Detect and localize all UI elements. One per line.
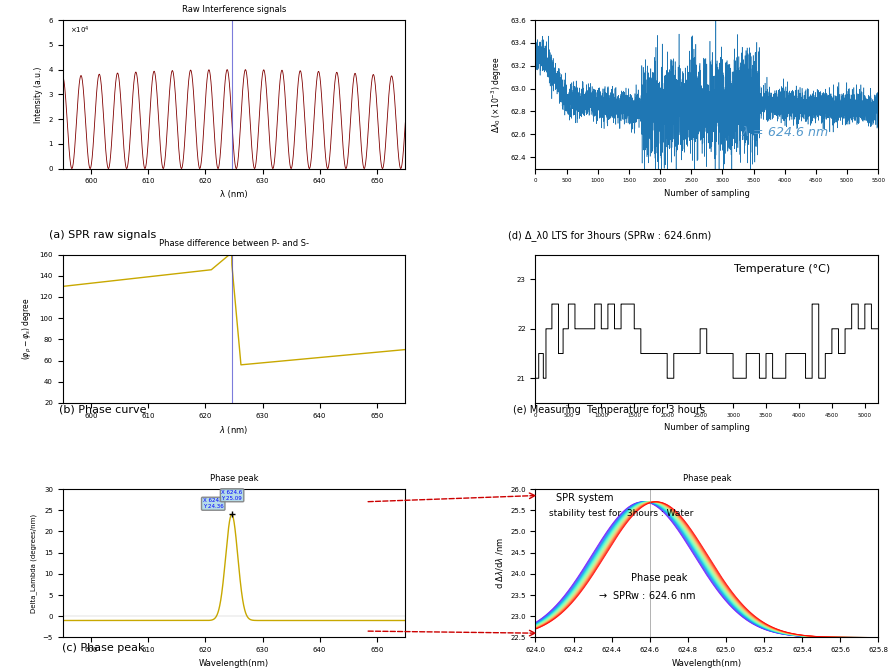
Y-axis label: d $\Delta\lambda$/d$\lambda$ /nm: d $\Delta\lambda$/d$\lambda$ /nm — [494, 537, 504, 589]
Text: X 624.6
Y 25.09: X 624.6 Y 25.09 — [221, 490, 243, 501]
X-axis label: $\lambda$ (nm): $\lambda$ (nm) — [220, 424, 249, 436]
Y-axis label: $\Delta\lambda_0$ (×10$^{-3}$) degree: $\Delta\lambda_0$ (×10$^{-3}$) degree — [490, 56, 504, 133]
X-axis label: Number of sampling: Number of sampling — [664, 189, 750, 198]
Text: $\rightarrow$ SPRw : 624.6 nm: $\rightarrow$ SPRw : 624.6 nm — [597, 589, 696, 601]
Text: (a) SPR raw signals: (a) SPR raw signals — [49, 230, 157, 240]
Title: Phase peak: Phase peak — [683, 474, 731, 482]
Y-axis label: $(\varphi_p - \varphi_s)$ degree: $(\varphi_p - \varphi_s)$ degree — [21, 297, 34, 360]
X-axis label: Wavelength(nm): Wavelength(nm) — [199, 659, 269, 668]
X-axis label: Wavelength(nm): Wavelength(nm) — [672, 659, 742, 668]
Text: Phase peak: Phase peak — [632, 573, 688, 583]
Title: Phase peak: Phase peak — [210, 474, 258, 482]
Text: $\lambda$ = 624.6 nm: $\lambda$ = 624.6 nm — [741, 125, 829, 139]
Text: (b) Phase curve: (b) Phase curve — [59, 405, 147, 415]
Y-axis label: Intensity (a.u.): Intensity (a.u.) — [34, 66, 43, 123]
Text: (d) Δ_λ0 LTS for 3hours (SPRw : 624.6nm): (d) Δ_λ0 LTS for 3hours (SPRw : 624.6nm) — [508, 230, 711, 241]
Title: Raw Interference signals: Raw Interference signals — [182, 5, 286, 14]
Text: (e) Measuring  Temperature for 3 hours: (e) Measuring Temperature for 3 hours — [513, 405, 705, 415]
Y-axis label: Delta_Lambda (degrees/nm): Delta_Lambda (degrees/nm) — [30, 514, 38, 613]
Text: SPR system: SPR system — [556, 493, 614, 503]
Title: Phase difference between P- and S-: Phase difference between P- and S- — [159, 240, 309, 248]
Text: stability test for  3hours : Water: stability test for 3hours : Water — [549, 509, 694, 518]
Text: $\times 10^4$: $\times 10^4$ — [70, 25, 90, 36]
X-axis label: λ (nm): λ (nm) — [220, 190, 248, 199]
X-axis label: Number of sampling: Number of sampling — [664, 423, 750, 432]
Text: Temperature (°C): Temperature (°C) — [734, 264, 831, 274]
Text: (c) Phase peak: (c) Phase peak — [62, 643, 144, 653]
Text: X 624.6
Y 24.36: X 624.6 Y 24.36 — [202, 499, 224, 509]
